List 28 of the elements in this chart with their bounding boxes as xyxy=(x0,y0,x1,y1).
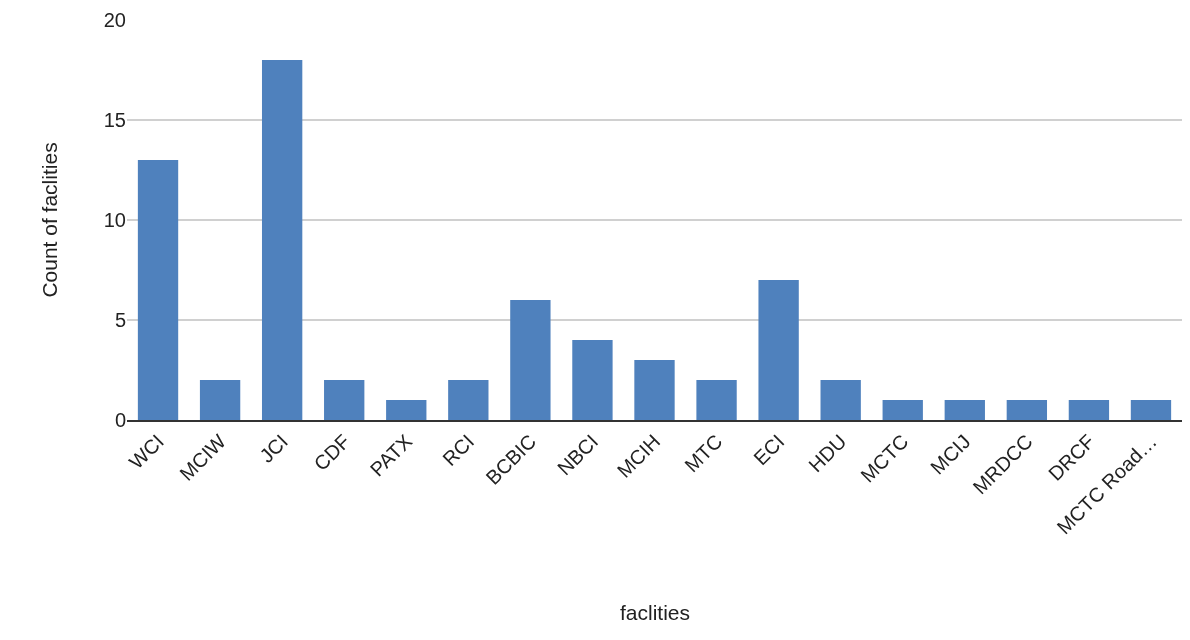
y-tick-label: 0 xyxy=(114,409,126,431)
bar xyxy=(137,160,179,420)
bar xyxy=(944,400,985,420)
bar xyxy=(634,360,675,420)
y-tick-label: 15 xyxy=(103,109,126,131)
y-tick-label: 10 xyxy=(103,209,126,231)
bar xyxy=(261,60,303,420)
x-tick-label: ECI xyxy=(749,430,789,470)
bar xyxy=(386,400,427,420)
bar xyxy=(1006,400,1048,420)
x-axis-title: faclities xyxy=(620,601,691,624)
x-tick-label: JCI xyxy=(255,430,293,467)
bar xyxy=(696,380,737,420)
bar xyxy=(324,380,365,420)
bar xyxy=(820,380,861,420)
bar xyxy=(510,300,551,420)
y-tick-label: 20 xyxy=(103,9,126,31)
bar xyxy=(758,280,799,420)
x-tick-label: WCI xyxy=(124,430,168,474)
bar xyxy=(1130,400,1172,420)
bar xyxy=(1068,400,1110,420)
bar xyxy=(572,340,613,420)
y-tick-label: 5 xyxy=(114,309,126,331)
bar xyxy=(448,380,489,420)
y-axis-title: Count of faclities xyxy=(37,142,61,298)
x-tick-label: RCI xyxy=(438,430,479,471)
bar xyxy=(882,400,923,420)
bar xyxy=(199,380,241,420)
